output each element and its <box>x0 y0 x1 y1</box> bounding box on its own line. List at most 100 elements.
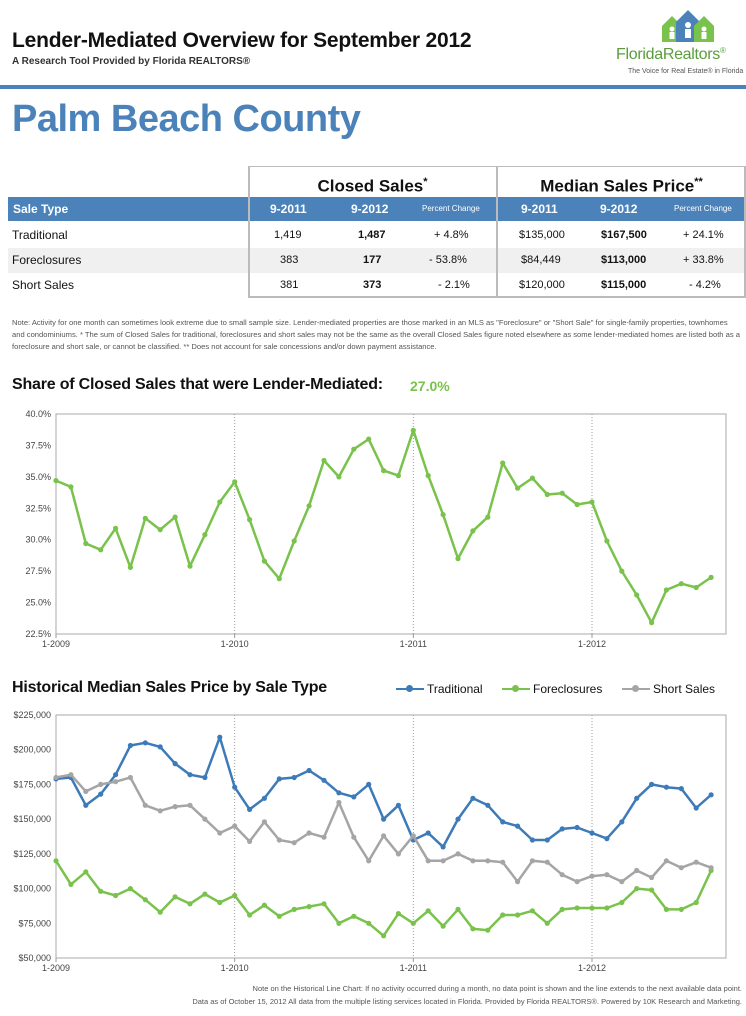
footer-source: Data as of October 15, 2012 All data fro… <box>192 997 742 1006</box>
data-point <box>544 837 550 843</box>
data-point <box>649 620 655 626</box>
legend-marker-icon <box>512 685 519 692</box>
data-point <box>366 920 372 926</box>
data-point <box>410 427 416 433</box>
closed-2011-cell: 381 <box>280 279 299 291</box>
data-point <box>693 859 699 865</box>
data-point <box>187 563 193 569</box>
data-point <box>455 816 461 822</box>
data-point <box>425 830 431 836</box>
data-point <box>663 858 670 864</box>
data-point <box>440 858 446 864</box>
price-pct-cell: + 24.1% <box>683 229 724 241</box>
data-point <box>247 912 253 918</box>
table-divider <box>496 166 498 298</box>
data-point <box>232 784 238 790</box>
data-point <box>261 902 267 908</box>
data-point <box>589 905 595 911</box>
data-point <box>589 830 595 836</box>
data-point <box>485 514 491 520</box>
y-tick-label: 37.5% <box>25 440 51 450</box>
price-2011-cell: $120,000 <box>519 279 565 291</box>
y-tick-label: $175,000 <box>13 779 51 789</box>
data-point <box>678 786 684 792</box>
data-point <box>470 858 476 864</box>
table-row: Traditional 1,419 1,487 + 4.8% $135,000 … <box>8 223 746 248</box>
data-point <box>98 791 104 797</box>
data-point <box>142 897 148 903</box>
data-point <box>306 503 312 509</box>
x-tick-label: 1-2010 <box>221 639 249 649</box>
summary-table: Closed Sales* Median Sales Price** Sale … <box>8 166 746 300</box>
data-point <box>113 525 119 531</box>
footer-note: Note on the Historical Line Chart: If no… <box>252 984 742 993</box>
data-point <box>693 584 699 591</box>
data-point <box>485 927 491 933</box>
data-point <box>53 478 59 484</box>
data-point <box>127 774 133 781</box>
data-point <box>366 858 372 864</box>
col-closed-2011: 9-2011 <box>270 202 307 216</box>
county-title: Palm Beach County <box>12 98 361 140</box>
price-2012-cell: $113,000 <box>601 254 647 266</box>
data-point <box>113 779 119 785</box>
data-point <box>217 734 223 740</box>
data-point <box>470 795 476 801</box>
closed-2011-cell: 383 <box>280 254 299 266</box>
data-point <box>619 819 625 825</box>
data-point <box>217 830 223 836</box>
price-pct-cell: - 4.2% <box>689 279 721 291</box>
data-point <box>634 592 640 598</box>
y-tick-label: $50,000 <box>18 953 51 963</box>
closed-pct-cell: + 4.8% <box>434 229 469 241</box>
data-point <box>619 568 625 574</box>
data-point <box>634 795 640 801</box>
data-point <box>559 872 565 878</box>
data-point <box>247 517 253 523</box>
data-point <box>261 819 267 825</box>
x-tick-label: 1-2009 <box>42 639 70 649</box>
data-point <box>113 892 119 899</box>
share-chart-title: Share of Closed Sales that were Lender-M… <box>12 376 383 393</box>
col-closed-pct: Percent Change <box>422 204 480 213</box>
data-point <box>708 574 714 580</box>
data-point <box>529 837 536 843</box>
data-point <box>455 906 461 912</box>
x-tick-label: 1-2012 <box>578 963 606 973</box>
price-2012-cell: $115,000 <box>601 279 647 291</box>
data-point <box>693 899 699 906</box>
data-point <box>232 823 238 829</box>
data-point <box>157 744 163 750</box>
y-tick-label: 40.0% <box>25 409 51 419</box>
closed-2011-cell: 1,419 <box>274 229 302 241</box>
y-tick-label: 25.0% <box>25 598 51 608</box>
header-divider <box>0 85 746 89</box>
data-point <box>232 479 238 485</box>
data-point <box>515 485 521 491</box>
data-point <box>410 920 416 926</box>
data-point <box>336 799 342 806</box>
data-point <box>291 538 297 544</box>
closed-sales-group-header: Closed Sales* <box>248 166 497 197</box>
y-tick-label: $200,000 <box>13 745 51 755</box>
data-point <box>202 532 208 538</box>
data-point <box>678 581 684 587</box>
data-point <box>127 886 133 892</box>
data-point <box>395 802 401 808</box>
data-point <box>351 794 357 800</box>
data-point <box>634 886 640 892</box>
table-divider <box>744 166 746 298</box>
data-point <box>529 475 536 481</box>
col-price-2011: 9-2011 <box>521 202 558 216</box>
data-point <box>589 499 595 505</box>
data-point <box>142 515 148 521</box>
data-point <box>663 906 670 912</box>
y-tick-label: 30.0% <box>25 535 51 545</box>
data-point <box>172 894 178 900</box>
data-point <box>336 474 342 480</box>
data-point <box>321 457 327 464</box>
data-point <box>559 906 565 912</box>
closed-pct-cell: - 53.8% <box>429 254 467 266</box>
data-point <box>157 527 163 533</box>
data-point <box>68 772 74 778</box>
